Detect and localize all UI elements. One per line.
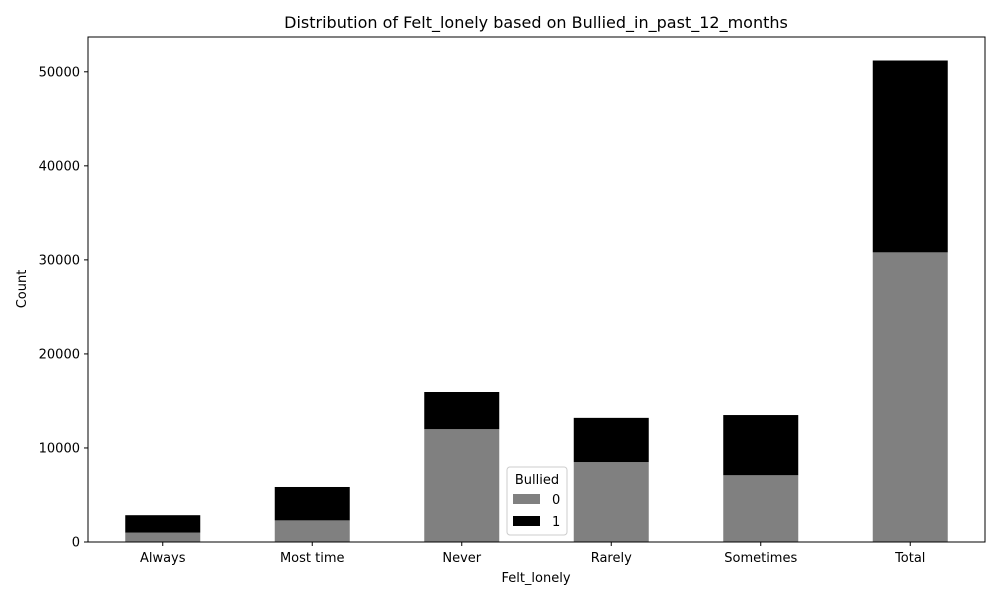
legend-label-0: 0 [552,493,560,508]
x-tick-label: Never [442,551,481,566]
y-axis-ticks: 0 10000 20000 30000 40000 50000 [39,65,88,551]
x-tick-label: Rarely [591,551,632,566]
y-tick-label: 20000 [39,347,80,362]
bar-0-never [424,429,500,542]
bar-0-rarely [573,462,649,542]
bar-1-sometimes [723,415,799,476]
bar-0-always [125,532,201,542]
bar-1-total [872,60,948,253]
bar-0-sometimes [723,475,799,542]
x-tick-label: Always [140,551,186,566]
y-tick-label: 40000 [39,159,80,174]
bar-1-never [424,392,500,430]
x-tick-label: Most time [280,551,345,566]
y-tick-label: 50000 [39,65,80,80]
x-tick-label: Sometimes [724,551,797,566]
x-tick-label: Total [894,551,925,566]
x-axis-label: Felt_lonely [501,571,570,586]
y-tick-label: 10000 [39,441,80,456]
bar-0-most-time [274,520,350,542]
legend-swatch-1 [513,516,540,526]
y-axis-label: Count [15,270,30,309]
bar-0-total [872,252,948,542]
bar-1-always [125,515,201,533]
bar-1-most-time [274,486,350,521]
bar-1-rarely [573,417,649,463]
legend: Bullied 0 1 [506,466,568,536]
legend-title: Bullied [515,473,559,488]
y-tick-label: 30000 [39,253,80,268]
x-axis-ticks: Always Most time Never Rarely Sometimes Total [140,542,925,566]
bars [125,60,948,542]
y-tick-label: 0 [72,536,80,551]
chart-title: Distribution of Felt_lonely based on Bul… [284,13,788,33]
plot-frame [87,36,986,543]
legend-label-1: 1 [552,515,560,530]
legend-swatch-0 [513,494,540,504]
